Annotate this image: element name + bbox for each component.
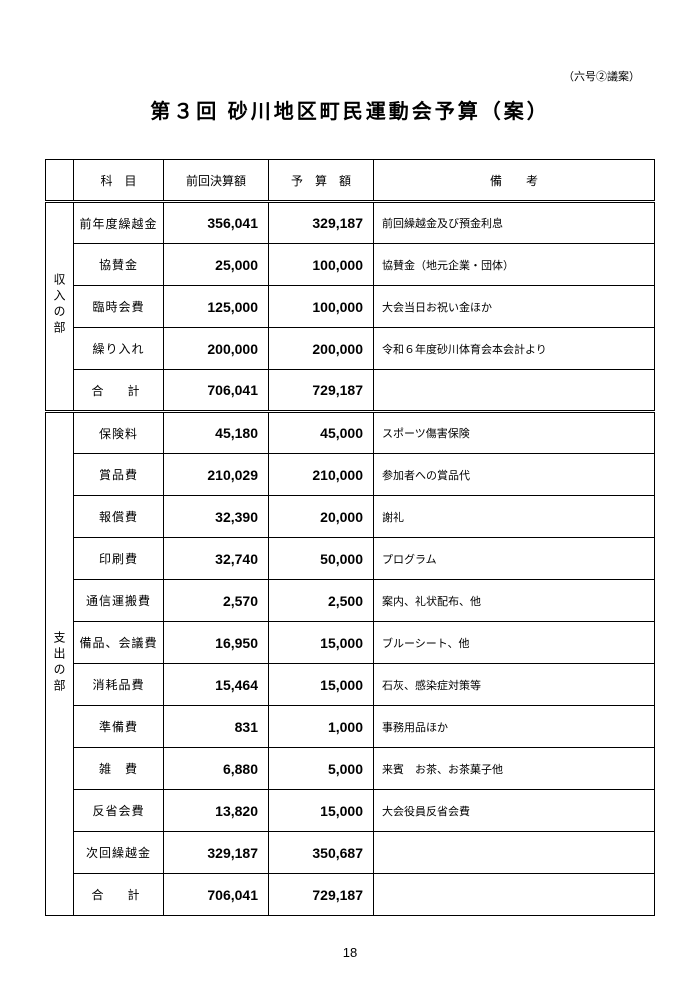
reference-note: （六号②議案） [563,68,640,84]
budget-table: 科 目 前回決算額 予 算 額 備 考 収入の部前年度繰越金356,041329… [45,159,655,916]
table-row: 繰り入れ200,000200,000令和６年度砂川体育会本会計より [46,328,655,370]
budget-amount-cell: 15,000 [269,790,374,832]
remark-cell: 来賓 お茶、お茶菓子他 [374,748,655,790]
item-cell: 反省会費 [74,790,164,832]
item-cell: 次回繰越金 [74,832,164,874]
prev-amount-cell: 329,187 [164,832,269,874]
budget-amount-cell: 200,000 [269,328,374,370]
table-row: 印刷費32,74050,000プログラム [46,538,655,580]
item-cell: 保険料 [74,412,164,454]
budget-amount-cell: 100,000 [269,244,374,286]
item-cell: 準備費 [74,706,164,748]
section-label: 支出の部 [46,412,74,916]
total-row: 合 計706,041729,187 [46,370,655,412]
header-section [46,160,74,202]
budget-amount-cell: 350,687 [269,832,374,874]
prev-amount-cell: 32,740 [164,538,269,580]
header-prev: 前回決算額 [164,160,269,202]
budget-amount-cell: 100,000 [269,286,374,328]
section-label-text: 収入の部 [51,273,68,337]
prev-amount-cell: 2,570 [164,580,269,622]
table-row: 収入の部前年度繰越金356,041329,187前回繰越金及び預金利息 [46,202,655,244]
table-row: 備品、会議費16,95015,000ブルーシート、他 [46,622,655,664]
prev-amount-cell: 13,820 [164,790,269,832]
item-cell: 協賛金 [74,244,164,286]
remark-cell: 事務用品ほか [374,706,655,748]
table-row: 次回繰越金329,187350,687 [46,832,655,874]
remark-cell: スポーツ傷害保険 [374,412,655,454]
prev-amount-cell: 25,000 [164,244,269,286]
item-cell: 賞品費 [74,454,164,496]
table-row: 通信運搬費2,5702,500案内、礼状配布、他 [46,580,655,622]
item-cell: 消耗品費 [74,664,164,706]
remark-cell: 令和６年度砂川体育会本会計より [374,328,655,370]
budget-amount-cell: 15,000 [269,664,374,706]
prev-amount-cell: 356,041 [164,202,269,244]
page-title: 第３回 砂川地区町民運動会予算（案） [45,95,655,124]
prev-amount-cell: 210,029 [164,454,269,496]
table-row: 準備費8311,000事務用品ほか [46,706,655,748]
budget-amount-cell: 5,000 [269,748,374,790]
prev-amount-cell: 831 [164,706,269,748]
header-budget: 予 算 額 [269,160,374,202]
item-cell: 雑 費 [74,748,164,790]
header-row: 科 目 前回決算額 予 算 額 備 考 [46,160,655,202]
item-cell: 印刷費 [74,538,164,580]
prev-amount-cell: 200,000 [164,328,269,370]
table-row: 雑 費6,8805,000来賓 お茶、お茶菓子他 [46,748,655,790]
remark-cell: ブルーシート、他 [374,622,655,664]
page-number: 18 [0,945,700,960]
prev-amount-cell: 15,464 [164,664,269,706]
item-cell: 繰り入れ [74,328,164,370]
total-row: 合 計706,041729,187 [46,874,655,916]
table-row: 消耗品費15,46415,000石灰、感染症対策等 [46,664,655,706]
section-label-text: 支出の部 [51,631,68,695]
budget-amount-cell: 45,000 [269,412,374,454]
total-prev-cell: 706,041 [164,874,269,916]
prev-amount-cell: 16,950 [164,622,269,664]
total-remark-cell [374,370,655,412]
remark-cell: 謝礼 [374,496,655,538]
table-row: 賞品費210,029210,000参加者への賞品代 [46,454,655,496]
budget-amount-cell: 210,000 [269,454,374,496]
total-remark-cell [374,874,655,916]
table-row: 支出の部保険料45,18045,000スポーツ傷害保険 [46,412,655,454]
total-prev-cell: 706,041 [164,370,269,412]
budget-amount-cell: 1,000 [269,706,374,748]
table-row: 報償費32,39020,000謝礼 [46,496,655,538]
total-item-cell: 合 計 [74,370,164,412]
prev-amount-cell: 45,180 [164,412,269,454]
prev-amount-cell: 32,390 [164,496,269,538]
budget-amount-cell: 329,187 [269,202,374,244]
remark-cell: 案内、礼状配布、他 [374,580,655,622]
remark-cell: 大会当日お祝い金ほか [374,286,655,328]
remark-cell: 参加者への賞品代 [374,454,655,496]
header-remark: 備 考 [374,160,655,202]
remark-cell: 大会役員反省会費 [374,790,655,832]
budget-amount-cell: 20,000 [269,496,374,538]
section-label: 収入の部 [46,202,74,412]
total-budget-cell: 729,187 [269,370,374,412]
header-item: 科 目 [74,160,164,202]
item-cell: 報償費 [74,496,164,538]
total-item-cell: 合 計 [74,874,164,916]
remark-cell: 前回繰越金及び預金利息 [374,202,655,244]
remark-cell: プログラム [374,538,655,580]
remark-cell: 協賛金（地元企業・団体） [374,244,655,286]
remark-cell: 石灰、感染症対策等 [374,664,655,706]
item-cell: 備品、会議費 [74,622,164,664]
budget-amount-cell: 15,000 [269,622,374,664]
table-row: 反省会費13,82015,000大会役員反省会費 [46,790,655,832]
budget-amount-cell: 2,500 [269,580,374,622]
total-budget-cell: 729,187 [269,874,374,916]
remark-cell [374,832,655,874]
table-row: 臨時会費125,000100,000大会当日お祝い金ほか [46,286,655,328]
prev-amount-cell: 6,880 [164,748,269,790]
item-cell: 臨時会費 [74,286,164,328]
item-cell: 通信運搬費 [74,580,164,622]
prev-amount-cell: 125,000 [164,286,269,328]
table-row: 協賛金25,000100,000協賛金（地元企業・団体） [46,244,655,286]
budget-amount-cell: 50,000 [269,538,374,580]
item-cell: 前年度繰越金 [74,202,164,244]
